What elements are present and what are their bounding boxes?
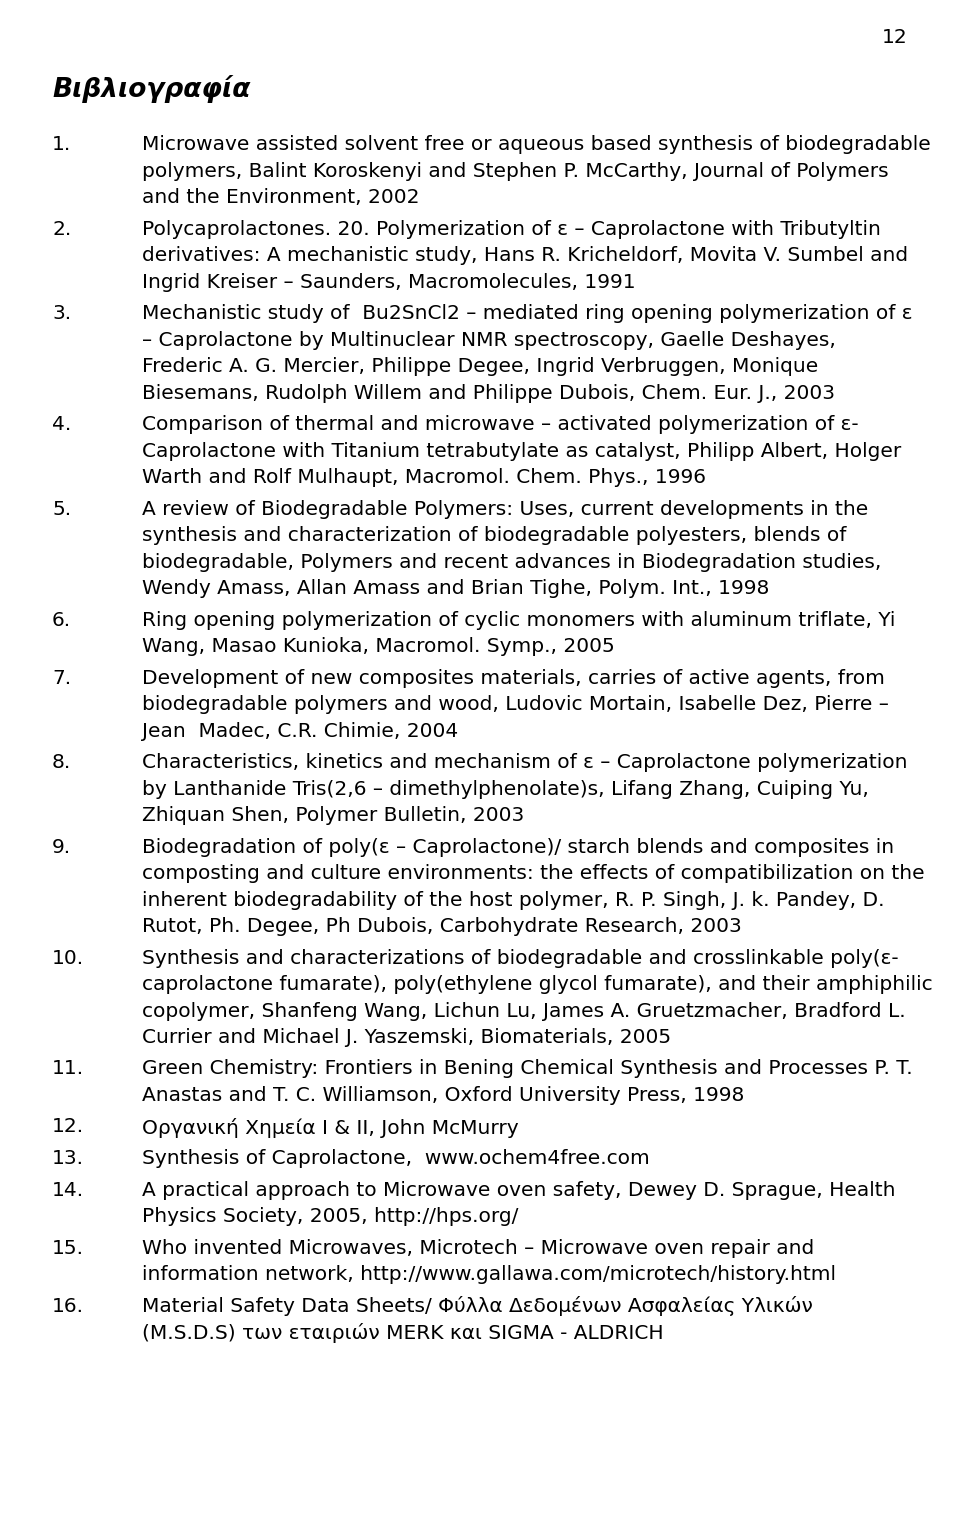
Text: A review of Biodegradable Polymers: Uses, current developments in the: A review of Biodegradable Polymers: Uses… [142, 499, 868, 519]
Text: 13.: 13. [52, 1148, 84, 1168]
Text: copolymer, Shanfeng Wang, Lichun Lu, James A. Gruetzmacher, Bradford L.: copolymer, Shanfeng Wang, Lichun Lu, Jam… [142, 1001, 905, 1021]
Text: 11.: 11. [52, 1059, 84, 1079]
Text: 14.: 14. [52, 1180, 84, 1200]
Text: Rutot, Ph. Degee, Ph Dubois, Carbohydrate Research, 2003: Rutot, Ph. Degee, Ph Dubois, Carbohydrat… [142, 916, 742, 936]
Text: Wang, Masao Kunioka, Macromol. Symp., 2005: Wang, Masao Kunioka, Macromol. Symp., 20… [142, 637, 614, 655]
Text: Βιβλιογραφία: Βιβλιογραφία [52, 74, 251, 103]
Text: Characteristics, kinetics and mechanism of ε – Caprolactone polymerization: Characteristics, kinetics and mechanism … [142, 752, 907, 772]
Text: by Lanthanide Tris(2,6 – dimethylphenolate)s, Lifang Zhang, Cuiping Yu,: by Lanthanide Tris(2,6 – dimethylphenola… [142, 780, 869, 798]
Text: 8.: 8. [52, 752, 71, 772]
Text: Caprolactone with Titanium tetrabutylate as catalyst, Philipp Albert, Holger: Caprolactone with Titanium tetrabutylate… [142, 441, 901, 461]
Text: Ring opening polymerization of cyclic monomers with aluminum triflate, Yi: Ring opening polymerization of cyclic mo… [142, 610, 896, 630]
Text: A practical approach to Microwave oven safety, Dewey D. Sprague, Health: A practical approach to Microwave oven s… [142, 1180, 896, 1200]
Text: 15.: 15. [52, 1238, 84, 1258]
Text: Warth and Rolf Mulhaupt, Macromol. Chem. Phys., 1996: Warth and Rolf Mulhaupt, Macromol. Chem.… [142, 469, 706, 487]
Text: Zhiquan Shen, Polymer Bulletin, 2003: Zhiquan Shen, Polymer Bulletin, 2003 [142, 806, 524, 825]
Text: composting and culture environments: the effects of compatibilization on the: composting and culture environments: the… [142, 865, 924, 883]
Text: biodegradable, Polymers and recent advances in Biodegradation studies,: biodegradable, Polymers and recent advan… [142, 552, 881, 572]
Text: 12: 12 [882, 27, 908, 47]
Text: Mechanistic study of  Bu2SnCl2 – mediated ring opening polymerization of ε: Mechanistic study of Bu2SnCl2 – mediated… [142, 303, 913, 323]
Text: – Caprolactone by Multinuclear NMR spectroscopy, Gaelle Deshayes,: – Caprolactone by Multinuclear NMR spect… [142, 331, 836, 349]
Text: 2.: 2. [52, 220, 71, 238]
Text: 12.: 12. [52, 1118, 84, 1136]
Text: (M.S.D.S) των εταιριών MERK και SIGMA - ALDRICH: (M.S.D.S) των εταιριών MERK και SIGMA - … [142, 1323, 663, 1343]
Text: 7.: 7. [52, 669, 71, 687]
Text: Microwave assisted solvent free or aqueous based synthesis of biodegradable: Microwave assisted solvent free or aqueo… [142, 135, 931, 155]
Text: Wendy Amass, Allan Amass and Brian Tighe, Polym. Int., 1998: Wendy Amass, Allan Amass and Brian Tighe… [142, 579, 769, 598]
Text: and the Environment, 2002: and the Environment, 2002 [142, 188, 420, 206]
Text: Biesemans, Rudolph Willem and Philippe Dubois, Chem. Eur. J., 2003: Biesemans, Rudolph Willem and Philippe D… [142, 384, 835, 402]
Text: Development of new composites materials, carries of active agents, from: Development of new composites materials,… [142, 669, 885, 687]
Text: inherent biodegradability of the host polymer, R. P. Singh, J. k. Pandey, D.: inherent biodegradability of the host po… [142, 890, 884, 910]
Text: derivatives: A mechanistic study, Hans R. Kricheldorf, Movita V. Sumbel and: derivatives: A mechanistic study, Hans R… [142, 246, 908, 265]
Text: Biodegradation of poly(ε – Caprolactone)/ starch blends and composites in: Biodegradation of poly(ε – Caprolactone)… [142, 837, 894, 857]
Text: Synthesis and characterizations of biodegradable and crosslinkable poly(ε-: Synthesis and characterizations of biode… [142, 948, 899, 968]
Text: Who invented Microwaves, Microtech – Microwave oven repair and: Who invented Microwaves, Microtech – Mic… [142, 1238, 814, 1258]
Text: Synthesis of Caprolactone,  www.ochem4free.com: Synthesis of Caprolactone, www.ochem4fre… [142, 1148, 650, 1168]
Text: Jean  Madec, C.R. Chimie, 2004: Jean Madec, C.R. Chimie, 2004 [142, 722, 458, 740]
Text: 4.: 4. [52, 416, 71, 434]
Text: 6.: 6. [52, 610, 71, 630]
Text: caprolactone fumarate), poly(ethylene glycol fumarate), and their amphiphilic: caprolactone fumarate), poly(ethylene gl… [142, 975, 932, 994]
Text: Frederic A. G. Mercier, Philippe Degee, Ingrid Verbruggen, Monique: Frederic A. G. Mercier, Philippe Degee, … [142, 356, 818, 376]
Text: 9.: 9. [52, 837, 71, 857]
Text: synthesis and characterization of biodegradable polyesters, blends of: synthesis and characterization of biodeg… [142, 526, 847, 545]
Text: Οργανική Χημεία I & II, John McMurry: Οργανική Χημεία I & II, John McMurry [142, 1118, 518, 1138]
Text: 10.: 10. [52, 948, 84, 968]
Text: Physics Society, 2005, http://hps.org/: Physics Society, 2005, http://hps.org/ [142, 1208, 518, 1226]
Text: 1.: 1. [52, 135, 71, 155]
Text: biodegradable polymers and wood, Ludovic Mortain, Isabelle Dez, Pierre –: biodegradable polymers and wood, Ludovic… [142, 695, 889, 715]
Text: Polycaprolactones. 20. Polymerization of ε – Caprolactone with Tributyltin: Polycaprolactones. 20. Polymerization of… [142, 220, 881, 238]
Text: Currier and Michael J. Yaszemski, Biomaterials, 2005: Currier and Michael J. Yaszemski, Biomat… [142, 1029, 671, 1047]
Text: 5.: 5. [52, 499, 71, 519]
Text: Green Chemistry: Frontiers in Bening Chemical Synthesis and Processes P. T.: Green Chemistry: Frontiers in Bening Che… [142, 1059, 913, 1079]
Text: Comparison of thermal and microwave – activated polymerization of ε-: Comparison of thermal and microwave – ac… [142, 416, 858, 434]
Text: Anastas and T. C. Williamson, Oxford University Press, 1998: Anastas and T. C. Williamson, Oxford Uni… [142, 1086, 744, 1104]
Text: Ingrid Kreiser – Saunders, Macromolecules, 1991: Ingrid Kreiser – Saunders, Macromolecule… [142, 273, 636, 291]
Text: polymers, Balint Koroskenyi and Stephen P. McCarthy, Journal of Polymers: polymers, Balint Koroskenyi and Stephen … [142, 161, 889, 181]
Text: Material Safety Data Sheets/ Φύλλα Δεδομένων Ασφαλείας Υλικών: Material Safety Data Sheets/ Φύλλα Δεδομ… [142, 1297, 813, 1317]
Text: information network, http://www.gallawa.com/microtech/history.html: information network, http://www.gallawa.… [142, 1265, 836, 1283]
Text: 3.: 3. [52, 303, 71, 323]
Text: 16.: 16. [52, 1297, 84, 1315]
